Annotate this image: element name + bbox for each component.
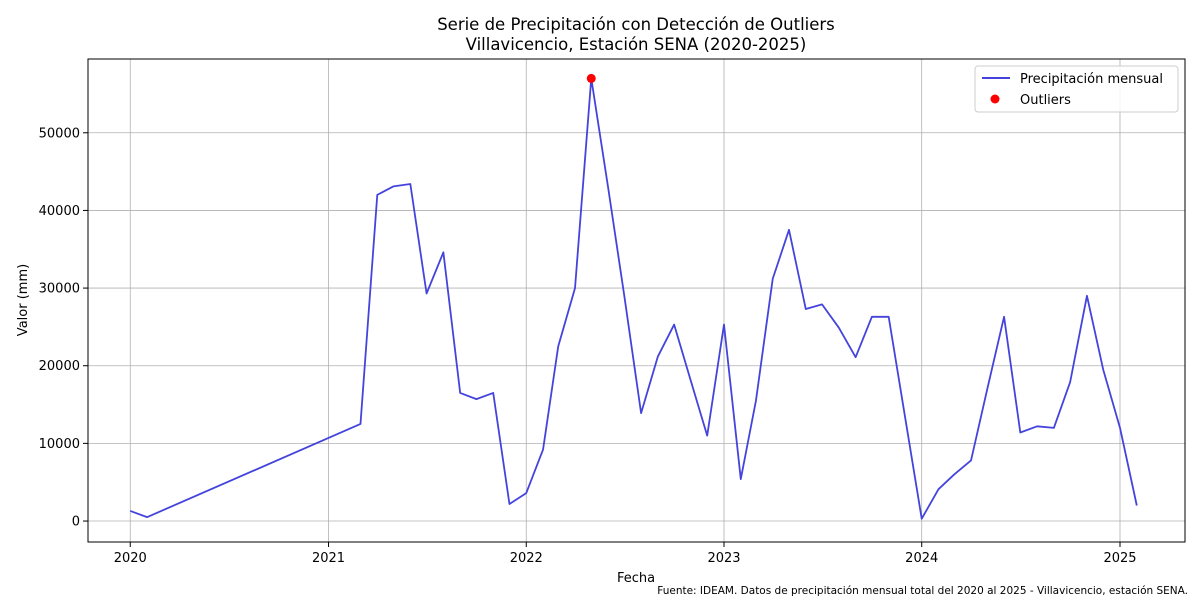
legend-label-precipitation: Precipitación mensual xyxy=(1020,72,1163,87)
y-tick-label: 20000 xyxy=(39,359,80,374)
x-tick-label: 2023 xyxy=(707,551,740,566)
x-tick-label: 2022 xyxy=(510,551,543,566)
y-axis-label: Valor (mm) xyxy=(16,264,31,336)
y-tick-label: 30000 xyxy=(39,282,80,297)
legend-outlier-swatch xyxy=(990,94,1000,104)
outlier-point xyxy=(586,73,596,83)
chart-title: Serie de Precipitación con Detección de … xyxy=(437,15,835,34)
series-layer xyxy=(129,73,1138,520)
x-axis-label: Fecha xyxy=(617,571,655,586)
plot-area-frame xyxy=(87,58,1186,543)
legend: Precipitación mensual Outliers xyxy=(974,65,1179,113)
grid xyxy=(88,59,1185,542)
legend-box xyxy=(974,65,1179,113)
x-tick-label: 2025 xyxy=(1103,551,1136,566)
y-tick-label: 0 xyxy=(72,515,80,530)
legend-label-outliers: Outliers xyxy=(1020,93,1071,108)
x-tick-label: 2024 xyxy=(905,551,938,566)
x-tick-label: 2020 xyxy=(114,551,147,566)
precipitation-line xyxy=(129,77,1138,520)
y-tick-label: 50000 xyxy=(39,126,80,141)
axis-ticks: 2020 2021 2022 2023 2024 2025 0 10000 20000 30000… xyxy=(39,126,1137,566)
y-tick-label: 40000 xyxy=(39,204,80,219)
x-tick-label: 2021 xyxy=(312,551,345,566)
y-tick-label: 10000 xyxy=(39,437,80,452)
source-note: Fuente: IDEAM. Datos de precipitación me… xyxy=(657,585,1188,597)
chart-subtitle: Villavicencio, Estación SENA (2020-2025) xyxy=(466,35,807,54)
